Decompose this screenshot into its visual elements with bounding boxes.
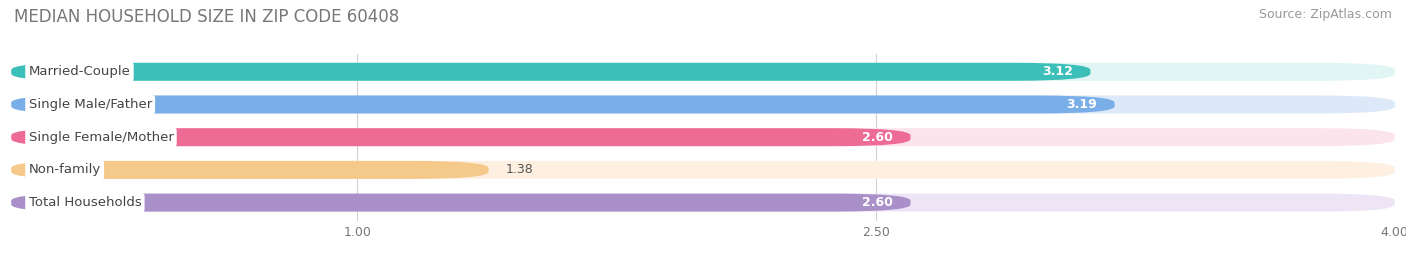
FancyBboxPatch shape	[11, 95, 1395, 114]
Text: MEDIAN HOUSEHOLD SIZE IN ZIP CODE 60408: MEDIAN HOUSEHOLD SIZE IN ZIP CODE 60408	[14, 8, 399, 26]
Text: 1.38: 1.38	[506, 163, 534, 176]
Text: Non-family: Non-family	[28, 163, 101, 176]
FancyBboxPatch shape	[11, 161, 1395, 179]
FancyBboxPatch shape	[11, 194, 1395, 212]
Text: 2.60: 2.60	[862, 131, 893, 144]
Text: 2.60: 2.60	[862, 196, 893, 209]
Text: 3.19: 3.19	[1067, 98, 1097, 111]
FancyBboxPatch shape	[11, 63, 1091, 81]
FancyBboxPatch shape	[11, 63, 1395, 81]
Text: Source: ZipAtlas.com: Source: ZipAtlas.com	[1258, 8, 1392, 21]
Text: Single Male/Father: Single Male/Father	[28, 98, 152, 111]
Text: Married-Couple: Married-Couple	[28, 65, 131, 78]
Text: Single Female/Mother: Single Female/Mother	[28, 131, 173, 144]
FancyBboxPatch shape	[11, 194, 911, 212]
Text: Total Households: Total Households	[28, 196, 141, 209]
FancyBboxPatch shape	[11, 95, 1115, 114]
Text: 3.12: 3.12	[1042, 65, 1073, 78]
FancyBboxPatch shape	[11, 128, 1395, 146]
FancyBboxPatch shape	[11, 161, 488, 179]
FancyBboxPatch shape	[11, 128, 911, 146]
